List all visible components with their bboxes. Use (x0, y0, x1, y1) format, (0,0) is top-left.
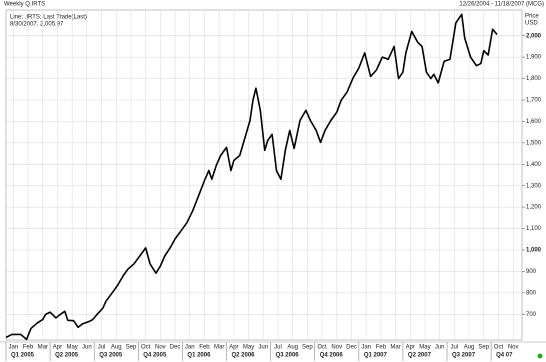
y-axis-unit: USD (525, 21, 538, 27)
y-tick-label: 1,900 (526, 55, 542, 61)
x-tick-label: Dec (170, 345, 181, 351)
x-tick-label: Jul (274, 345, 282, 351)
quarter-label: Q3 2006 (276, 353, 300, 359)
x-tick-label: Nov (155, 345, 166, 351)
x-tick-label: Feb (23, 345, 34, 351)
quarter-label: Q4 2006 (320, 353, 344, 359)
x-tick-label: Mar (390, 345, 400, 351)
x-tick-label: Jan (361, 345, 371, 351)
plot-frame (5, 9, 523, 341)
y-tick-label: 1,600 (526, 119, 542, 125)
y-tick-label: 1,700 (526, 98, 542, 104)
legend-value: 8/30/2007, 2,005.97 (10, 22, 64, 28)
y-tick-label: 900 (526, 269, 537, 275)
x-tick-label: Oct (141, 345, 151, 351)
quarter-label: Q1 2007 (364, 353, 388, 359)
quarter-label: Q3 2007 (452, 353, 476, 359)
x-tick-label: Jul (98, 345, 106, 351)
y-tick-label: 1,200 (526, 205, 542, 211)
x-tick-label: Jun (258, 345, 268, 351)
chart-title: Weekly Q.IRTS (4, 2, 45, 8)
x-tick-label: May (243, 345, 254, 351)
y-tick-label: 1,400 (526, 162, 542, 168)
x-tick-label: Nov (331, 345, 342, 351)
date-range: 12/26/2004 - 11/18/2007 (MCG) (459, 2, 544, 8)
quarter-label: Q1 2006 (187, 353, 211, 359)
x-tick-label: May (66, 345, 77, 351)
quarter-label: Q4 2005 (143, 353, 167, 359)
y-tick-label: 1,000 (526, 248, 542, 254)
legend-title: Line; .IRTS; Last Trade(Last) (10, 15, 87, 21)
x-tick-label: Mar (214, 345, 224, 351)
y-axis-label: Price (525, 14, 539, 20)
x-tick-label: Aug (464, 345, 475, 351)
quarter-label: Q2 2006 (232, 353, 256, 359)
quarter-label: Q3 2005 (99, 353, 123, 359)
quarter-label: Q2 2005 (55, 353, 79, 359)
x-tick-label: Dec (346, 345, 357, 351)
x-tick-label: Feb (199, 345, 210, 351)
status-indicator (537, 353, 543, 359)
price-line (5, 13, 498, 341)
y-tick-label: 1,500 (526, 140, 542, 146)
x-tick-label: Jan (185, 345, 195, 351)
quarter-label: Q1 2005 (11, 353, 35, 359)
x-tick-label: Apr (53, 345, 62, 351)
x-tick-label: Oct (317, 345, 327, 351)
y-tick-label: 1,300 (526, 183, 542, 189)
x-tick-label: Mar (38, 345, 48, 351)
x-tick-label: Apr (406, 345, 415, 351)
x-tick-label: Oct (494, 345, 504, 351)
x-tick-label: Nov (508, 345, 519, 351)
x-tick-label: Aug (287, 345, 298, 351)
y-tick-label: 2,000 (526, 33, 542, 39)
x-tick-label: Jan (9, 345, 19, 351)
quarter-label: Q2 2007 (408, 353, 432, 359)
y-tick-label: 1,800 (526, 76, 542, 82)
x-tick-label: Sep (302, 345, 313, 351)
x-tick-label: Jul (451, 345, 459, 351)
x-tick-label: Apr (229, 345, 238, 351)
x-tick-label: Sep (478, 345, 489, 351)
x-tick-label: May (419, 345, 430, 351)
x-tick-label: Aug (111, 345, 122, 351)
y-tick-label: 700 (526, 312, 537, 318)
quarter-label: Q4 07 (496, 353, 513, 359)
x-tick-label: Sep (126, 345, 137, 351)
y-tick-label: 800 (526, 290, 537, 296)
x-tick-label: Feb (376, 345, 387, 351)
x-tick-label: Jun (82, 345, 92, 351)
x-tick-label: Jun (435, 345, 445, 351)
y-tick-label: 1,100 (526, 226, 542, 232)
